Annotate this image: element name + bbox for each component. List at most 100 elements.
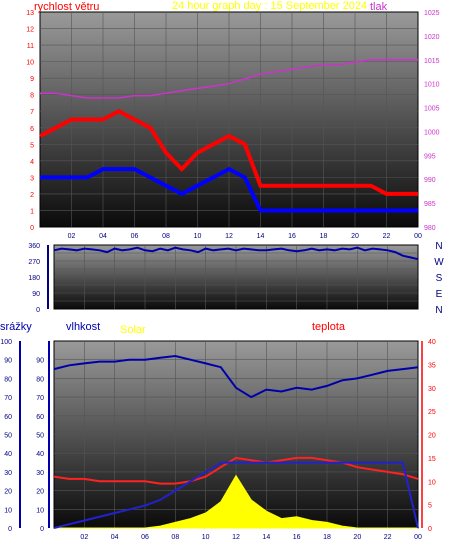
rain-y-tick-label: 20 (4, 489, 12, 496)
humidity-y-tick-label: 10 (36, 507, 44, 514)
pressure-y-tick-label: 1010 (424, 82, 440, 89)
humidity-y-tick-label: 40 (36, 451, 44, 458)
pressure-y-tick-label: 1005 (424, 106, 440, 113)
x-tick-label: 02 (80, 534, 88, 541)
climate-chart-series-3 (53, 461, 419, 529)
wind-y-tick-label: 0 (30, 225, 34, 232)
direction-y-tick-label: 0 (36, 307, 40, 314)
climate-chart-series-1 (53, 456, 419, 485)
humidity-y-tick-label: 90 (36, 358, 44, 365)
rain-y-tick-label: 40 (4, 451, 12, 458)
chart-title: 24 hour graph day : 15 September 2024 (172, 0, 368, 12)
rain-y-tick-label: 90 (4, 358, 12, 365)
x-tick-label: 12 (225, 233, 233, 240)
pressure-y-tick-label: 1020 (424, 34, 440, 41)
temperature-label: teplota (312, 321, 346, 333)
wind-y-tick-label: 11 (27, 43, 34, 50)
rain-y-tick-label: 60 (4, 414, 12, 421)
wind-y-tick-label: 13 (26, 10, 34, 17)
wind-chart-series-2 (40, 166, 418, 213)
x-tick-label: 08 (171, 534, 179, 541)
humidity-y-tick-label: 50 (36, 433, 44, 440)
x-tick-label: 08 (162, 233, 170, 240)
pressure-y-tick-label: 985 (424, 201, 436, 208)
climate-chart-series-0 (53, 354, 419, 399)
humidity-y-tick-label: 70 (36, 395, 44, 402)
pressure-y-tick-label: 990 (424, 177, 436, 184)
temperature-y-tick-label: 10 (428, 479, 436, 486)
wind-y-tick-label: 1 (30, 208, 34, 215)
wind-y-tick-label: 6 (30, 126, 34, 133)
rain-y-tick-label: 10 (4, 507, 12, 514)
pressure-y-tick-label: 1025 (424, 10, 440, 17)
temperature-y-tick-label: 5 (428, 503, 432, 510)
wind-y-tick-label: 3 (30, 175, 34, 182)
x-tick-label: 22 (383, 233, 391, 240)
wind-y-tick-label: 8 (30, 93, 34, 100)
rain-y-tick-label: 30 (4, 470, 12, 477)
compass-label: N (435, 305, 442, 316)
x-tick-label: 14 (262, 534, 270, 541)
x-tick-label: 12 (232, 534, 240, 541)
wind-y-tick-label: 4 (30, 159, 34, 166)
humidity-y-tick-label: 80 (36, 376, 44, 383)
temperature-y-tick-label: 20 (428, 433, 436, 440)
x-tick-label: 16 (288, 233, 296, 240)
rain-y-tick-label: 50 (4, 433, 12, 440)
x-tick-label: 04 (99, 233, 107, 240)
x-tick-label: 04 (111, 534, 119, 541)
rain-y-tick-label: 100 (0, 339, 12, 346)
compass-label: N (435, 241, 442, 252)
wind-y-tick-label: 5 (30, 142, 34, 149)
x-tick-label: 10 (194, 233, 202, 240)
temperature-y-tick-label: 30 (428, 386, 436, 393)
temperature-y-tick-label: 15 (428, 456, 436, 463)
pressure-label: tlak (370, 1, 388, 13)
x-tick-label: 00 (414, 233, 422, 240)
compass-label: W (434, 257, 444, 268)
humidity-y-tick-label: 20 (36, 489, 44, 496)
wind-y-tick-label: 12 (26, 27, 34, 34)
humidity-y-tick-label: 60 (36, 414, 44, 421)
temperature-y-tick-label: 0 (428, 526, 432, 533)
direction-y-tick-label: 270 (28, 259, 40, 266)
x-tick-label: 18 (323, 534, 331, 541)
humidity-label: vlhkost (66, 321, 101, 333)
wind-y-tick-label: 2 (30, 192, 34, 199)
x-tick-label: 20 (351, 233, 359, 240)
compass-label: S (436, 273, 443, 284)
x-tick-label: 06 (141, 534, 149, 541)
x-tick-label: 02 (68, 233, 76, 240)
rain-y-tick-label: 0 (8, 526, 12, 533)
direction-y-tick-label: 360 (28, 243, 40, 250)
wind-y-tick-label: 10 (26, 60, 34, 67)
x-tick-label: 14 (257, 233, 265, 240)
temperature-y-tick-label: 25 (428, 409, 436, 416)
solar-label: Solar (120, 324, 146, 336)
pressure-y-tick-label: 1015 (424, 58, 440, 65)
x-tick-label: 00 (414, 534, 422, 541)
pressure-y-tick-label: 1000 (424, 129, 440, 136)
direction-series (53, 246, 419, 261)
x-tick-label: 06 (131, 233, 139, 240)
wind-chart-series-1 (39, 108, 418, 196)
solar-area (54, 474, 418, 529)
pressure-y-tick-label: 995 (424, 153, 436, 160)
x-tick-label: 22 (384, 534, 392, 541)
temperature-y-tick-label: 35 (428, 362, 436, 369)
direction-y-tick-label: 90 (32, 291, 40, 298)
wind-y-tick-label: 7 (30, 109, 34, 116)
x-tick-label: 20 (353, 534, 361, 541)
humidity-y-tick-label: 30 (36, 470, 44, 477)
wind-chart-series-0 (40, 59, 418, 99)
x-tick-label: 16 (293, 534, 301, 541)
wind-y-tick-label: 9 (30, 76, 34, 83)
rain-y-tick-label: 80 (4, 376, 12, 383)
rain-label: srážky (0, 321, 32, 333)
x-tick-label: 18 (320, 233, 328, 240)
wind-speed-label: rychlost větru (34, 1, 100, 13)
pressure-y-tick-label: 980 (424, 225, 436, 232)
x-tick-label: 10 (202, 534, 210, 541)
